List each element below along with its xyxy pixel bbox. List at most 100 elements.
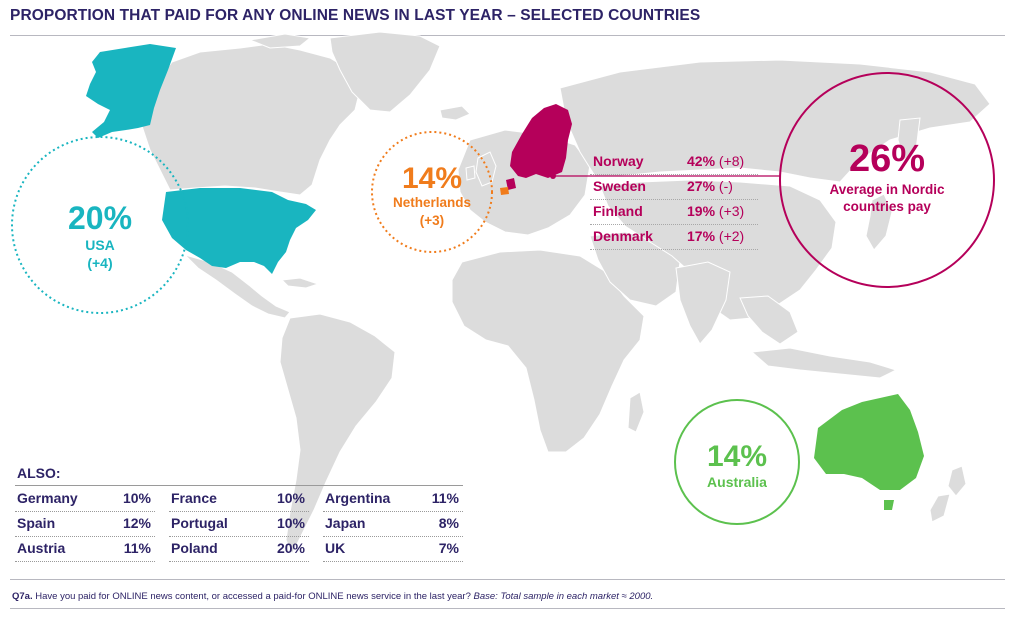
footnote-base: Base: Total sample in each market ≈ 2000… bbox=[473, 591, 654, 602]
top-divider bbox=[10, 35, 1005, 36]
denmark-shape bbox=[506, 178, 516, 190]
southeast-asia-land bbox=[739, 295, 799, 345]
australia-shape bbox=[814, 394, 924, 490]
central-america-land bbox=[183, 254, 291, 319]
nordic-change: (+3) bbox=[718, 203, 745, 219]
also-country: Austria bbox=[17, 540, 66, 556]
also-row: Argentina 11% bbox=[323, 487, 463, 512]
ireland-land bbox=[465, 165, 476, 181]
nordic-connector-dot bbox=[550, 173, 556, 179]
nordic-shape bbox=[510, 104, 572, 178]
nordic-row-finland: Finland 19% (+3) bbox=[590, 200, 758, 225]
land-masses bbox=[139, 31, 991, 556]
also-value: 12% bbox=[122, 515, 151, 531]
usa-change: (+4) bbox=[87, 255, 113, 271]
also-country: Poland bbox=[171, 540, 218, 556]
nordic-change: (+8) bbox=[718, 153, 745, 169]
also-row: Poland 20% bbox=[169, 537, 309, 562]
also-value: 10% bbox=[276, 490, 305, 506]
nordic-label-line2: countries pay bbox=[843, 199, 931, 214]
also-country: France bbox=[171, 490, 217, 506]
tasmania-shape bbox=[884, 500, 894, 510]
footnote-divider-bottom bbox=[10, 608, 1005, 609]
north-america-land bbox=[139, 43, 361, 196]
netherlands-change: (+3) bbox=[419, 213, 445, 228]
footnote-divider-top bbox=[10, 579, 1005, 580]
japan-land bbox=[865, 193, 893, 251]
nordic-change: (-) bbox=[718, 178, 733, 194]
nordic-value: 27% bbox=[687, 178, 716, 194]
kamchatka-land bbox=[897, 117, 921, 161]
nordic-row-denmark: Denmark 17% (+2) bbox=[590, 225, 758, 250]
nordic-value: 19% bbox=[687, 203, 716, 219]
netherlands-percentage: 14% bbox=[401, 162, 463, 195]
also-country: Portugal bbox=[171, 515, 228, 531]
netherlands-label: Netherlands bbox=[392, 195, 472, 210]
new-zealand-land-south bbox=[929, 493, 951, 523]
also-row: Austria 11% bbox=[15, 537, 155, 562]
also-country: Germany bbox=[17, 490, 78, 506]
africa-land bbox=[451, 249, 645, 453]
also-country: UK bbox=[325, 540, 346, 556]
nordic-country: Norway bbox=[593, 153, 644, 169]
alaska-shape bbox=[86, 44, 176, 138]
iceland-land bbox=[439, 105, 471, 121]
nordic-circle bbox=[779, 72, 995, 288]
also-divider bbox=[15, 485, 463, 486]
also-country: Japan bbox=[325, 515, 366, 531]
nordic-value-wrap: 27% (-) bbox=[687, 178, 733, 194]
nordic-country: Sweden bbox=[593, 178, 646, 194]
nordic-value-wrap: 19% (+3) bbox=[687, 203, 744, 219]
also-row: Portugal 10% bbox=[169, 512, 309, 537]
new-zealand-land bbox=[947, 465, 967, 497]
netherlands-circle bbox=[371, 131, 493, 253]
also-country: Argentina bbox=[325, 490, 391, 506]
footnote: Q7a. Have you paid for ONLINE news conte… bbox=[12, 591, 653, 602]
also-value: 11% bbox=[431, 490, 459, 506]
also-row: France 10% bbox=[169, 487, 309, 512]
indonesia-land bbox=[750, 347, 898, 379]
also-value: 20% bbox=[276, 540, 305, 556]
also-row: Germany 10% bbox=[15, 487, 155, 512]
nordic-row-sweden: Sweden 27% (-) bbox=[590, 175, 758, 200]
australia-percentage: 14% bbox=[706, 440, 768, 473]
usa-percentage: 20% bbox=[67, 200, 133, 236]
also-row: Spain 12% bbox=[15, 512, 155, 537]
usa-label: USA bbox=[85, 237, 115, 253]
india-land bbox=[675, 261, 731, 345]
usa-shape bbox=[162, 188, 316, 274]
nordic-row-norway: Norway 42% (+8) bbox=[590, 150, 758, 175]
nordic-country: Denmark bbox=[593, 228, 653, 244]
greenland-land bbox=[329, 31, 441, 113]
arctic-islands bbox=[248, 33, 312, 49]
also-value: 11% bbox=[123, 540, 151, 556]
usa-circle bbox=[11, 136, 189, 314]
also-value: 7% bbox=[438, 540, 459, 556]
also-title: ALSO: bbox=[17, 465, 61, 481]
nordic-change: (+2) bbox=[718, 228, 745, 244]
also-value: 10% bbox=[122, 490, 151, 506]
nordic-percentage: 26% bbox=[848, 138, 926, 180]
nordic-country: Finland bbox=[593, 203, 643, 219]
caribbean-land bbox=[280, 277, 320, 289]
also-row: UK 7% bbox=[323, 537, 463, 562]
nordic-value: 17% bbox=[687, 228, 716, 244]
footnote-question: Have you paid for ONLINE news content, o… bbox=[32, 591, 474, 602]
nordic-value-wrap: 42% (+8) bbox=[687, 153, 744, 169]
australia-circle bbox=[674, 399, 800, 525]
nordic-value-wrap: 17% (+2) bbox=[687, 228, 744, 244]
also-value: 8% bbox=[438, 515, 459, 531]
netherlands-shape bbox=[500, 187, 509, 195]
nordic-label-line1: Average in Nordic bbox=[829, 182, 945, 197]
also-value: 10% bbox=[276, 515, 305, 531]
south-america-land bbox=[279, 313, 396, 556]
madagascar-land bbox=[627, 391, 645, 433]
also-country: Spain bbox=[17, 515, 56, 531]
also-row: Japan 8% bbox=[323, 512, 463, 537]
footnote-label: Q7a. bbox=[12, 591, 33, 602]
nordic-value: 42% bbox=[687, 153, 716, 169]
page-title: PROPORTION THAT PAID FOR ANY ONLINE NEWS… bbox=[10, 7, 701, 24]
australia-label: Australia bbox=[707, 474, 767, 490]
